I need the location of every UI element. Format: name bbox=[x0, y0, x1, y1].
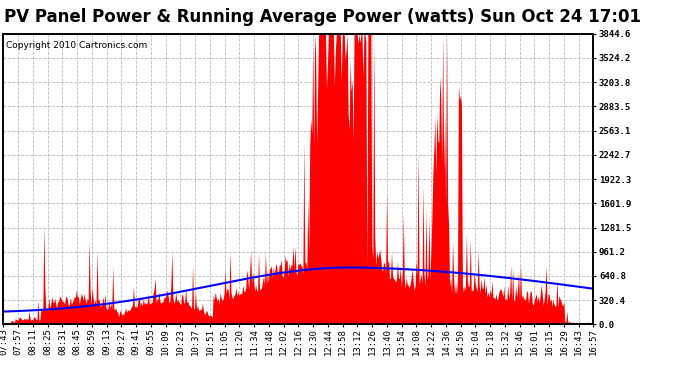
Text: Total PV Panel Power & Running Average Power (watts) Sun Oct 24 17:01: Total PV Panel Power & Running Average P… bbox=[0, 8, 641, 26]
Text: Copyright 2010 Cartronics.com: Copyright 2010 Cartronics.com bbox=[6, 41, 148, 50]
